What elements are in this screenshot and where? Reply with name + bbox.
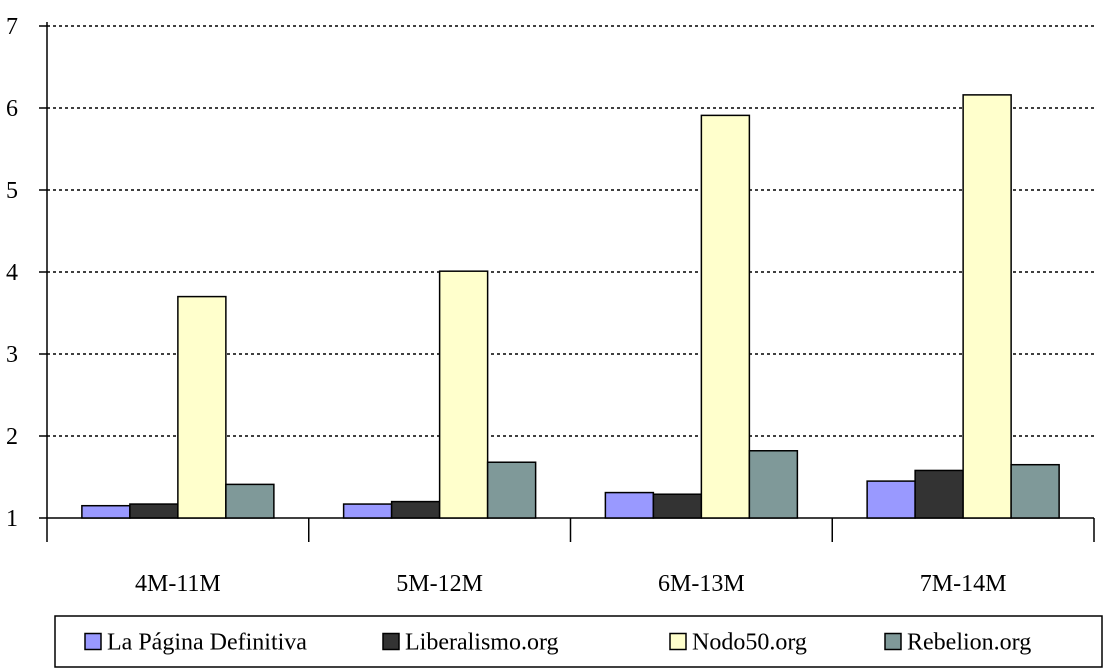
bar-7M-14M-1 bbox=[914, 469, 964, 519]
legend: La Página Definitiva Liberalismo.org Nodo5… bbox=[54, 615, 1103, 668]
bar-6M-13M-2 bbox=[700, 114, 751, 519]
x-category-label: 4M-11M bbox=[135, 571, 221, 597]
bar-4M-11M-2 bbox=[177, 295, 227, 519]
legend-swatch-1 bbox=[382, 632, 400, 651]
legend-label-1: Liberalismo.org bbox=[405, 630, 559, 656]
bar-7M-14M-0 bbox=[866, 480, 916, 519]
y-tick-label: 4 bbox=[6, 260, 18, 286]
bar-4M-11M-0 bbox=[81, 504, 131, 519]
bar-6M-13M-1 bbox=[652, 493, 703, 519]
bar-5M-12M-3 bbox=[486, 461, 537, 519]
bar-4M-11M-3 bbox=[225, 483, 275, 519]
axis-labels: 1 2 3 4 5 6 7 4M-11M 5M-12M 6M-13M 7M-14M bbox=[6, 14, 1006, 597]
bar-7M-14M-2 bbox=[962, 94, 1012, 519]
bar-5M-12M-2 bbox=[438, 270, 489, 519]
bar-6M-13M-3 bbox=[748, 450, 799, 519]
legend-label-2: Nodo50.org bbox=[692, 630, 807, 656]
legend-box bbox=[54, 615, 1103, 668]
legend-swatch-2 bbox=[669, 632, 687, 651]
legend-swatch-3 bbox=[884, 632, 902, 651]
y-tick-label: 5 bbox=[6, 178, 18, 204]
bar-7M-14M-3 bbox=[1010, 463, 1060, 519]
y-tick-label: 1 bbox=[6, 506, 18, 532]
bar-5M-12M-0 bbox=[342, 503, 393, 519]
y-tick-label: 3 bbox=[6, 342, 18, 368]
bars bbox=[81, 94, 1060, 519]
legend-swatch-0 bbox=[84, 632, 102, 651]
bar-5M-12M-1 bbox=[390, 500, 441, 519]
legend-label-0: La Página Definitiva bbox=[107, 630, 307, 656]
legend-label-3: Rebelion.org bbox=[907, 630, 1031, 656]
x-category-label: 7M-14M bbox=[920, 571, 1007, 597]
y-tick-label: 2 bbox=[6, 424, 18, 450]
x-category-label: 5M-12M bbox=[396, 571, 483, 597]
bar-6M-13M-0 bbox=[604, 491, 655, 519]
y-tick-label: 7 bbox=[6, 14, 18, 40]
bar-4M-11M-1 bbox=[129, 503, 179, 519]
x-category-label: 6M-13M bbox=[658, 571, 745, 597]
y-tick-label: 6 bbox=[6, 96, 18, 122]
